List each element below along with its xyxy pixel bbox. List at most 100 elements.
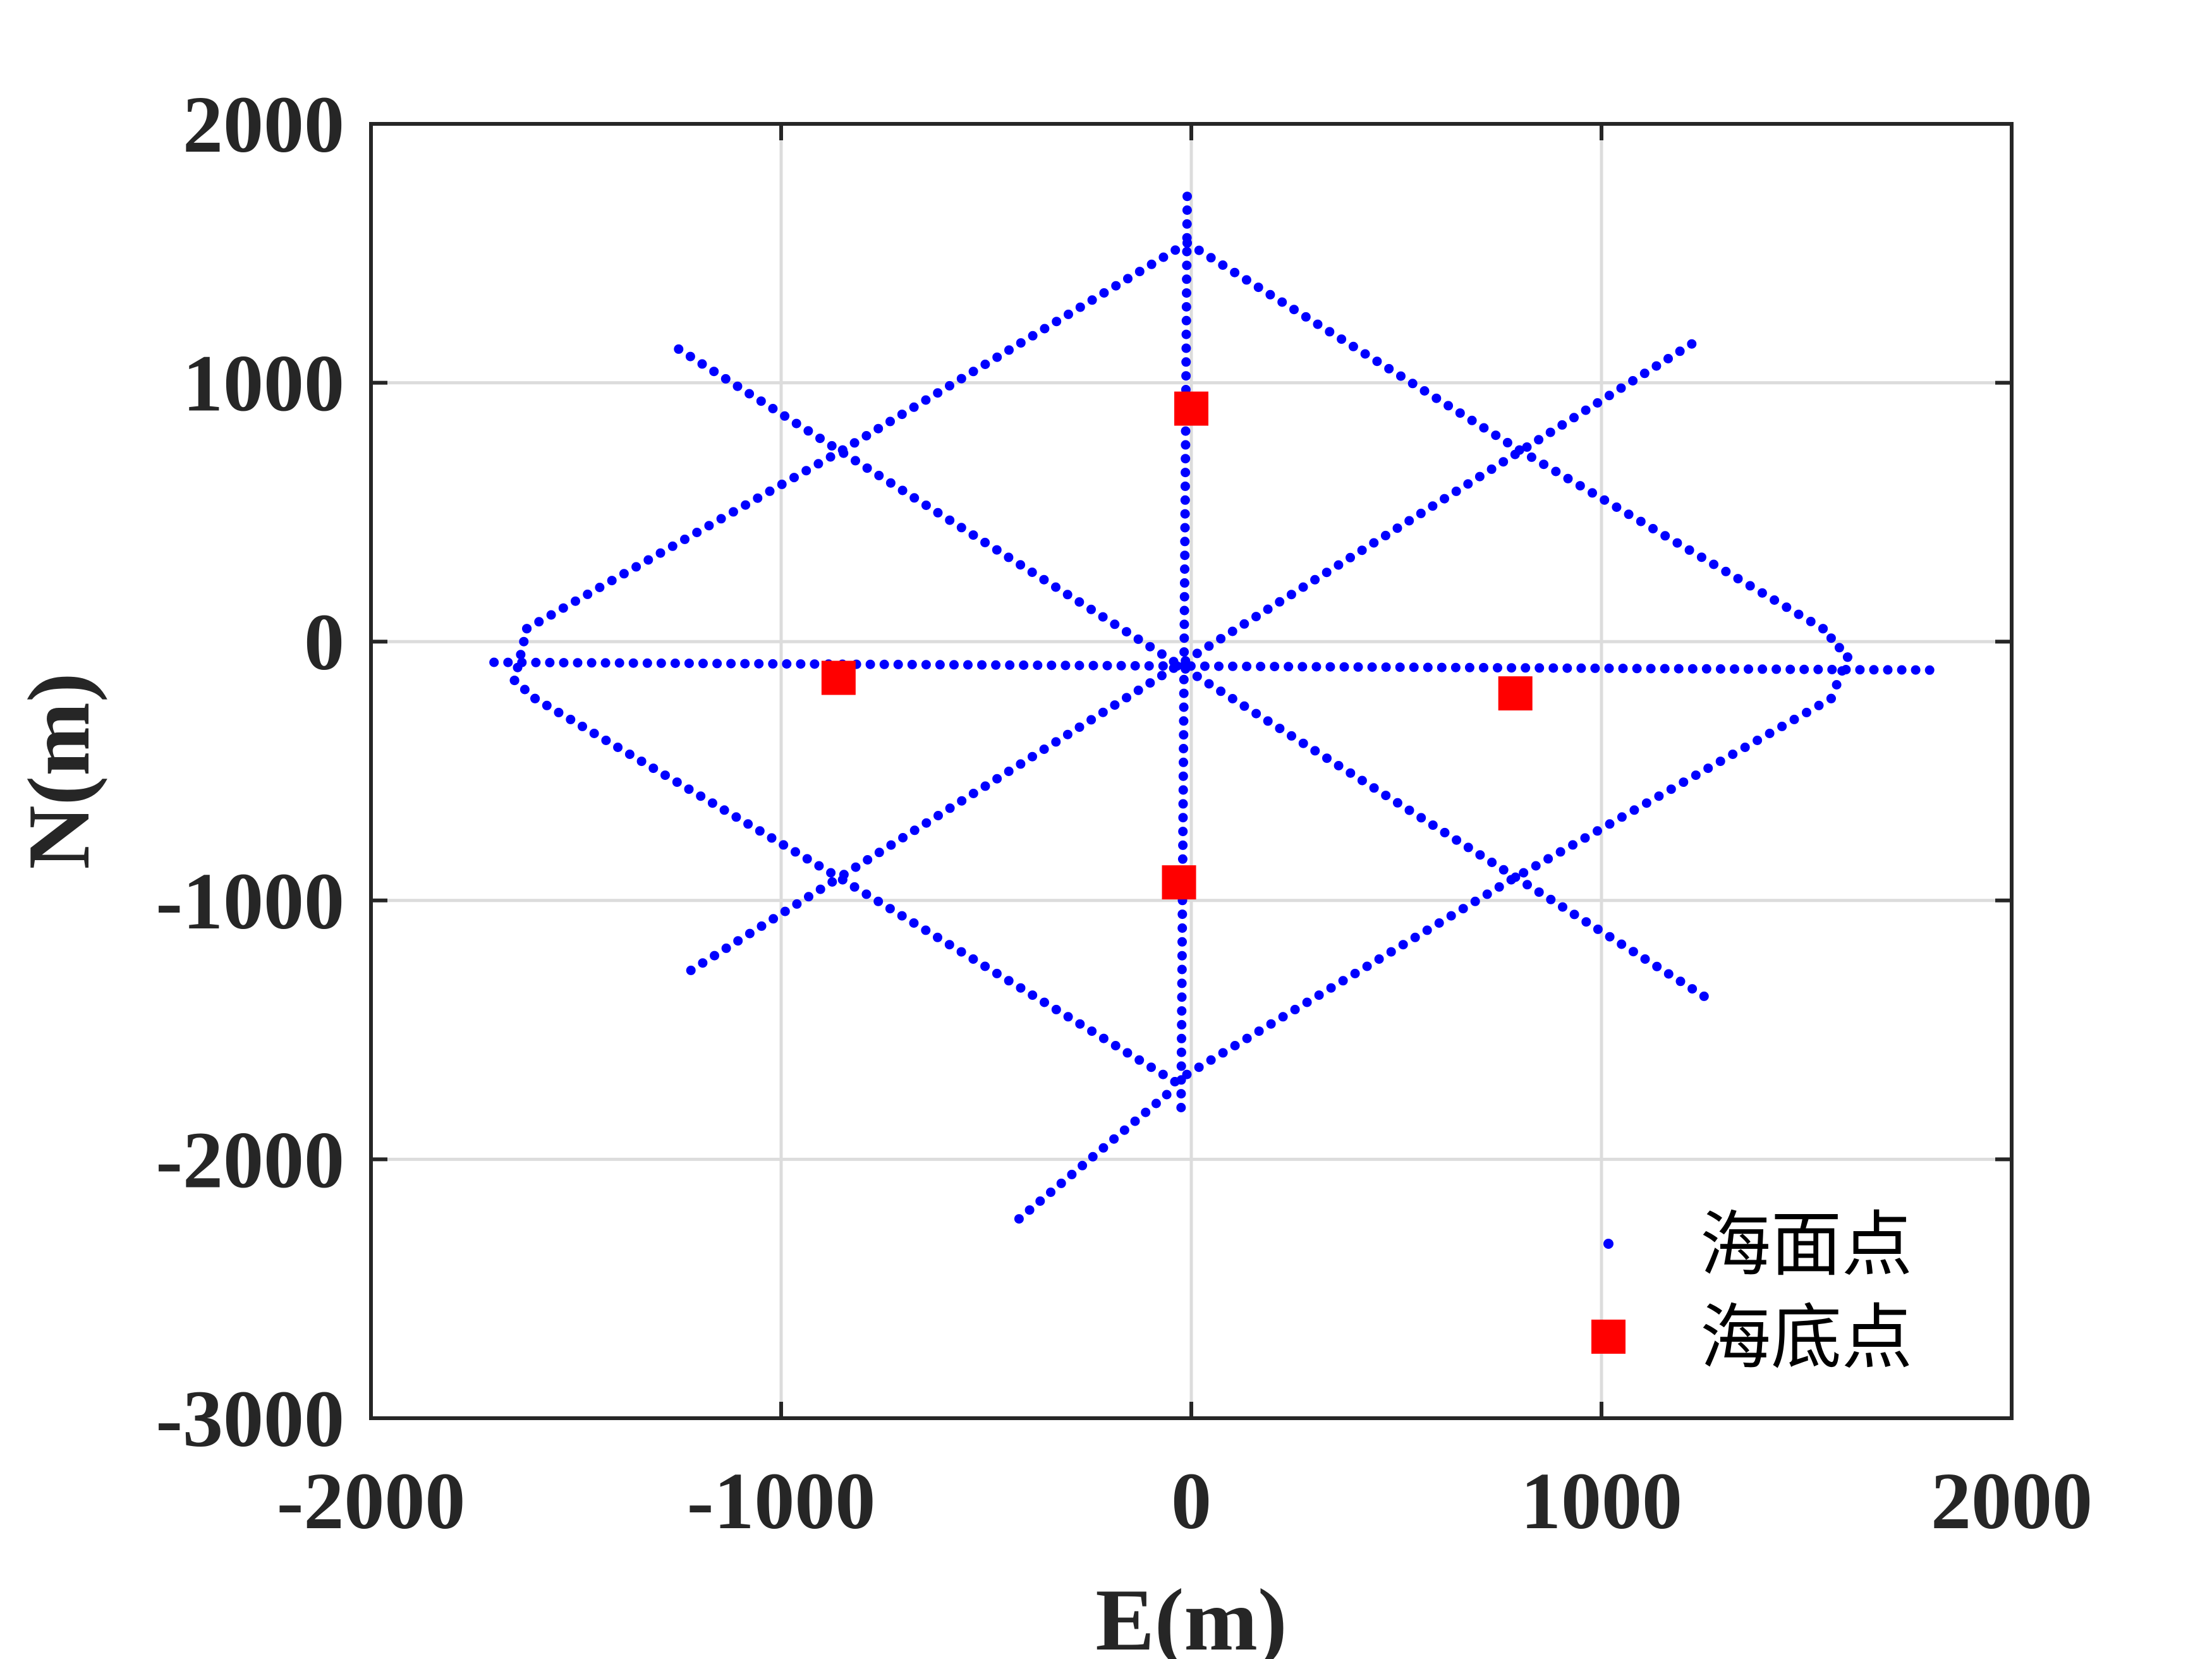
surface-point: [1180, 509, 1190, 519]
surface-point: [578, 721, 587, 731]
surface-point: [1398, 940, 1408, 950]
surface-point: [1437, 662, 1447, 672]
surface-point: [692, 528, 702, 537]
surface-point: [1033, 660, 1043, 671]
surface-point: [1491, 430, 1501, 441]
surface-point: [660, 770, 670, 781]
surface-point: [1218, 260, 1228, 270]
surface-point: [1834, 643, 1844, 653]
surface-point: [1612, 502, 1622, 512]
surface-point: [1715, 664, 1725, 674]
surface-point: [704, 521, 714, 531]
surface-point: [1679, 777, 1689, 787]
surface-point: [1302, 997, 1312, 1007]
surface-point: [849, 882, 860, 892]
surface-point: [992, 545, 1002, 555]
surface-point: [1660, 664, 1670, 674]
surface-point: [1802, 707, 1811, 717]
surface-point: [1227, 626, 1237, 636]
surface-point: [1270, 662, 1280, 672]
surface-point: [1451, 486, 1461, 496]
surface-point: [1346, 768, 1356, 778]
surface-point: [945, 380, 954, 391]
surface-point: [1301, 312, 1311, 322]
surface-point: [956, 523, 966, 533]
surface-point: [1227, 694, 1237, 703]
surface-point: [1696, 552, 1706, 562]
surface-point: [1005, 660, 1015, 670]
surface-point: [1423, 662, 1433, 672]
surface-point: [933, 388, 943, 398]
surface-point: [1367, 662, 1377, 672]
surface-point: [1675, 976, 1686, 987]
surface-point: [1178, 771, 1188, 781]
surface-point: [674, 344, 684, 354]
surface-point: [1311, 662, 1322, 672]
surface-point: [1357, 775, 1367, 786]
surface-point: [1590, 663, 1600, 673]
surface-point: [825, 452, 836, 462]
surface-point: [1275, 597, 1285, 607]
surface-point: [1380, 530, 1390, 540]
surface-point: [1019, 660, 1029, 670]
surface-point: [1130, 1116, 1140, 1126]
surface-point: [1639, 368, 1650, 379]
surface-point: [1648, 524, 1658, 533]
surface-point: [1253, 283, 1263, 293]
surface-point: [1785, 664, 1796, 674]
surface-point: [1575, 481, 1585, 491]
surface-point: [789, 473, 799, 483]
surface-point: [1179, 605, 1189, 616]
surface-point: [519, 636, 529, 647]
surface-point: [1067, 1169, 1077, 1179]
surface-point: [779, 840, 789, 850]
surface-point: [1322, 753, 1332, 763]
surface-point: [1051, 737, 1061, 747]
surface-point: [614, 658, 624, 668]
surface-point: [1119, 1125, 1129, 1135]
surface-point: [1709, 559, 1719, 569]
surface-point: [1146, 1062, 1156, 1073]
surface-point: [1381, 791, 1391, 801]
surface-point: [768, 404, 778, 413]
surface-point: [643, 555, 653, 565]
surface-point: [1826, 693, 1836, 703]
surface-point: [1098, 1143, 1109, 1153]
surface-point: [509, 676, 520, 686]
surface-point: [935, 660, 945, 670]
surface-point: [1265, 289, 1275, 300]
surface-point: [777, 479, 787, 489]
surface-point: [885, 478, 896, 488]
surface-point: [1088, 1152, 1098, 1162]
surface-point: [921, 818, 932, 828]
surface-point: [1158, 1069, 1168, 1079]
surface-point: [1409, 662, 1419, 672]
surface-point: [1179, 592, 1189, 602]
surface-point: [1144, 661, 1154, 671]
surface-point: [1086, 715, 1097, 725]
surface-point: [1182, 260, 1192, 270]
seabed-point: [1498, 676, 1533, 711]
surface-point: [1339, 662, 1349, 672]
surface-point: [1177, 951, 1187, 961]
surface-point: [1181, 371, 1191, 381]
surface-point: [1182, 205, 1192, 215]
surface-point: [1569, 413, 1579, 423]
surface-point: [731, 812, 741, 822]
seabed-point: [1162, 865, 1196, 900]
surface-point: [1753, 736, 1763, 745]
surface-point: [1157, 671, 1167, 681]
surface-point: [862, 463, 872, 473]
surface-point: [1134, 267, 1145, 277]
surface-point: [1263, 716, 1273, 726]
surface-point: [1519, 868, 1529, 878]
surface-point: [1181, 468, 1191, 478]
surface-point: [1177, 1019, 1187, 1030]
surface-point: [1758, 664, 1768, 674]
surface-point: [1179, 757, 1188, 767]
surface-point: [1181, 440, 1191, 450]
surface-point: [655, 548, 665, 558]
surface-point: [909, 918, 919, 928]
surface-point: [1334, 761, 1344, 770]
surface-point: [826, 868, 836, 878]
